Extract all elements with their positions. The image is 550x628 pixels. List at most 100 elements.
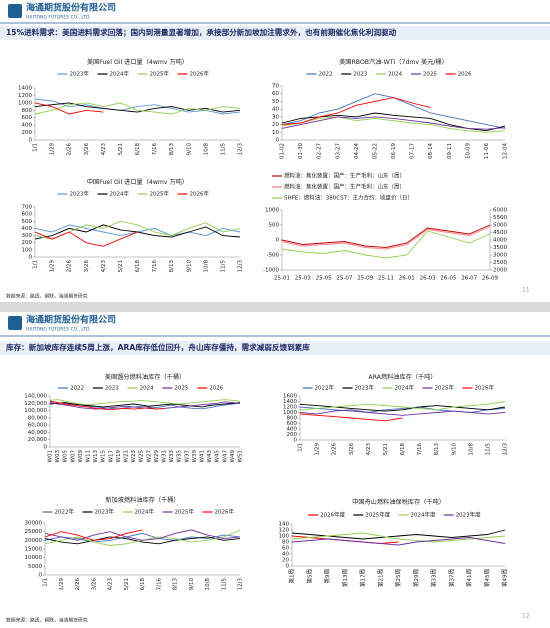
chart-title: 美国Fuel Oil 进口量（4wmv 万吨） — [87, 58, 188, 66]
x-tick-label: 第37周 — [447, 569, 455, 587]
series-line — [281, 97, 431, 126]
y-tick-label: 0 — [29, 138, 33, 144]
legend-label: 2025年 — [435, 384, 455, 392]
slide-bg — [0, 0, 550, 302]
x-tick-label: 11-06 — [484, 143, 490, 159]
x-tick-label: 25-01 — [274, 276, 290, 282]
x-tick-label: 6/18 — [140, 578, 146, 591]
y-tick-label: 500 — [269, 223, 280, 229]
x-tick-label: 12/3 — [238, 578, 244, 591]
x-tick-label: 25-09 — [357, 276, 373, 282]
series-line — [49, 399, 241, 406]
legend-label: 2025 — [174, 386, 188, 392]
series-line — [34, 231, 138, 247]
y2-tick-label: 6000 — [493, 208, 507, 214]
x-tick-label: 5/21 — [383, 443, 389, 455]
y-tick-label: 50 — [272, 99, 279, 105]
x-tick-label: 第1周 — [288, 569, 296, 584]
series-line — [44, 532, 241, 543]
x-tick-label: W19 — [116, 450, 122, 463]
x-tick-label: 12-04 — [503, 143, 509, 159]
y-tick-label: 1200 — [283, 405, 297, 411]
series-line — [299, 401, 506, 411]
y-tick-label: 120 — [279, 528, 290, 534]
chart-title: ARA燃料油库存（千吨） — [368, 373, 436, 381]
x-tick-label: 11/5 — [220, 260, 226, 273]
y-tick-label: 5000 — [28, 564, 42, 570]
y-tick-label: 600 — [287, 421, 298, 427]
x-tick-label: W01 — [48, 450, 54, 462]
x-tick-label: 3/26 — [84, 260, 90, 273]
x-tick-label: W49 — [230, 450, 236, 463]
y-tick-label: 400 — [22, 123, 33, 129]
x-tick-label: 4/23 — [366, 443, 372, 456]
x-tick-label: W37 — [184, 450, 190, 463]
legend-label: 2026年 — [215, 508, 235, 516]
x-tick-label: W29 — [154, 450, 160, 463]
x-tick-label: W47 — [222, 450, 228, 463]
y-tick-label: 1400 — [283, 399, 297, 405]
legend-label: SHFE：燃料油：380CST：主力合约：收盘价（日） — [284, 194, 413, 202]
chart-title: 新加坡燃料油库存（千桶） — [105, 496, 179, 504]
y-tick-label: 70 — [272, 84, 279, 90]
series-line — [281, 230, 491, 259]
x-tick-label: 4/23 — [101, 260, 107, 273]
x-tick-label: W25 — [139, 450, 145, 463]
x-tick-label: 1/1 — [43, 578, 49, 587]
y-tick-label: 0 — [276, 238, 280, 244]
y-tick-label: 80 — [282, 540, 289, 546]
x-tick-label: 第49周 — [501, 569, 509, 587]
legend-label: 2023 — [353, 72, 367, 78]
x-tick-label: 26-07 — [461, 276, 477, 282]
x-tick-label: 第17周 — [359, 569, 367, 587]
x-tick-label: 9/10 — [451, 443, 457, 456]
x-tick-label: W45 — [215, 450, 221, 463]
legend-label: 2022年 — [315, 384, 335, 392]
legend-label: 2024年度 — [411, 511, 436, 519]
y-tick-label: 20 — [282, 558, 289, 564]
x-tick-label: 10/8 — [205, 578, 211, 591]
legend-label: 2024年 — [135, 508, 155, 516]
x-tick-label: 2/26 — [75, 578, 81, 591]
series-line — [34, 102, 241, 113]
slide-gap — [0, 302, 550, 312]
page-number: 12 — [522, 613, 530, 620]
legend-label: 2023年 — [70, 70, 90, 78]
legend-label: 2024年 — [110, 70, 130, 78]
x-tick-label: W11 — [86, 450, 92, 462]
x-tick-label: 05-22 — [372, 143, 378, 159]
y-tick-label: 800 — [22, 108, 33, 114]
y-tick-label: 60,000 — [28, 423, 48, 429]
x-tick-label: W39 — [192, 450, 198, 463]
y-tick-label: 200 — [287, 432, 298, 438]
legend-label: 2026 — [209, 386, 223, 392]
y-tick-label: 600 — [22, 212, 33, 218]
logo-en: HAITONG FUTURES CO., LTD — [26, 15, 90, 21]
y-tick-label: 200 — [22, 240, 33, 246]
legend-label: 2022年 — [55, 508, 75, 516]
x-tick-label: 1/1 — [33, 143, 39, 152]
series-line — [34, 102, 104, 115]
y2-tick-label: 2500 — [493, 260, 507, 266]
y-tick-label: 1000 — [283, 410, 297, 416]
x-tick-label: 1/29 — [315, 443, 321, 456]
x-tick-label: 3/26 — [349, 443, 355, 456]
legend-label: 2022 — [319, 72, 333, 78]
x-tick-label: 5/21 — [118, 260, 124, 272]
x-tick-label: 6/18 — [135, 143, 141, 156]
legend-label: 2026 — [458, 72, 472, 78]
legend-label: 2025年 — [150, 190, 170, 198]
x-tick-label: 25-07 — [336, 276, 352, 282]
y2-tick-label: 5000 — [493, 223, 507, 229]
x-tick-label: 10/8 — [468, 443, 474, 456]
series-line — [44, 536, 241, 545]
chart-title: 中国舟山燃料油保税库存（千吨） — [352, 498, 445, 506]
x-tick-label: 7/16 — [156, 578, 162, 591]
x-tick-label: 5/21 — [124, 578, 130, 590]
legend-label: 2026年 — [190, 190, 210, 198]
legend-label: 2024年 — [110, 190, 130, 198]
y-tick-label: 100 — [279, 534, 290, 540]
x-tick-label: 1/29 — [59, 578, 65, 591]
legend-label: 燃料油：焦化装置：国产：生产毛利：山东（周） — [284, 172, 405, 180]
